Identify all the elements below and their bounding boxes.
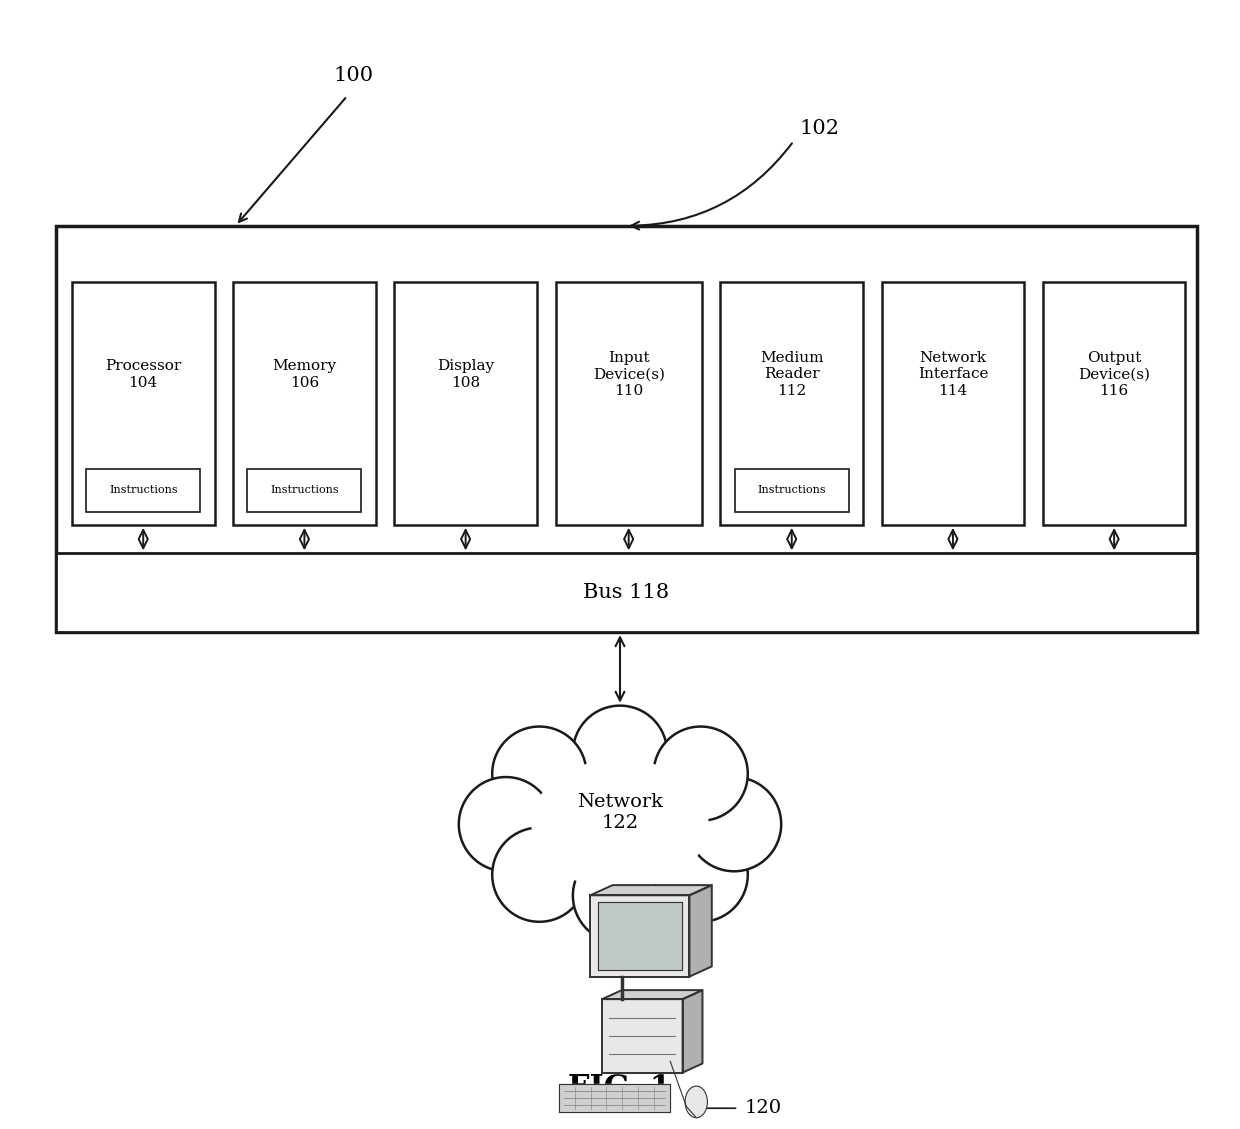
Text: Instructions: Instructions [758, 485, 826, 496]
Text: Instructions: Instructions [109, 485, 177, 496]
Text: 120: 120 [744, 1100, 781, 1118]
Text: Bus 118: Bus 118 [583, 584, 670, 602]
FancyBboxPatch shape [72, 282, 215, 525]
FancyBboxPatch shape [1043, 282, 1185, 525]
Polygon shape [598, 902, 682, 970]
FancyBboxPatch shape [56, 226, 1197, 632]
Ellipse shape [543, 790, 697, 858]
Text: 102: 102 [800, 119, 839, 138]
FancyBboxPatch shape [882, 282, 1024, 525]
Ellipse shape [532, 759, 709, 890]
Polygon shape [590, 895, 689, 977]
Text: Network
122: Network 122 [577, 794, 663, 832]
Polygon shape [558, 1084, 670, 1112]
Text: Input
Device(s)
110: Input Device(s) 110 [593, 351, 665, 397]
Polygon shape [603, 990, 702, 999]
Text: Network
Interface
114: Network Interface 114 [918, 351, 988, 397]
Text: Processor
104: Processor 104 [105, 359, 181, 390]
Polygon shape [689, 885, 712, 977]
FancyBboxPatch shape [394, 282, 537, 525]
Text: Display
108: Display 108 [436, 359, 495, 390]
Text: Output
Device(s)
116: Output Device(s) 116 [1078, 351, 1151, 397]
Ellipse shape [459, 777, 553, 872]
Text: Instructions: Instructions [270, 485, 339, 496]
Ellipse shape [492, 828, 587, 921]
Polygon shape [590, 885, 712, 895]
Ellipse shape [684, 1086, 707, 1118]
Polygon shape [603, 999, 682, 1073]
Text: Memory
106: Memory 106 [273, 359, 336, 390]
Ellipse shape [573, 706, 667, 799]
Ellipse shape [653, 828, 748, 921]
Ellipse shape [573, 849, 667, 943]
Polygon shape [682, 990, 702, 1073]
Text: 100: 100 [334, 65, 373, 85]
FancyBboxPatch shape [233, 282, 376, 525]
Ellipse shape [653, 727, 748, 821]
FancyBboxPatch shape [248, 470, 362, 511]
Text: Medium
Reader
112: Medium Reader 112 [760, 351, 823, 397]
Ellipse shape [532, 759, 709, 890]
FancyBboxPatch shape [556, 282, 702, 525]
FancyBboxPatch shape [734, 470, 848, 511]
Ellipse shape [492, 727, 587, 821]
FancyBboxPatch shape [56, 553, 1197, 632]
Ellipse shape [687, 777, 781, 872]
FancyBboxPatch shape [720, 282, 863, 525]
Text: FIG. 1: FIG. 1 [568, 1074, 672, 1104]
FancyBboxPatch shape [87, 470, 201, 511]
